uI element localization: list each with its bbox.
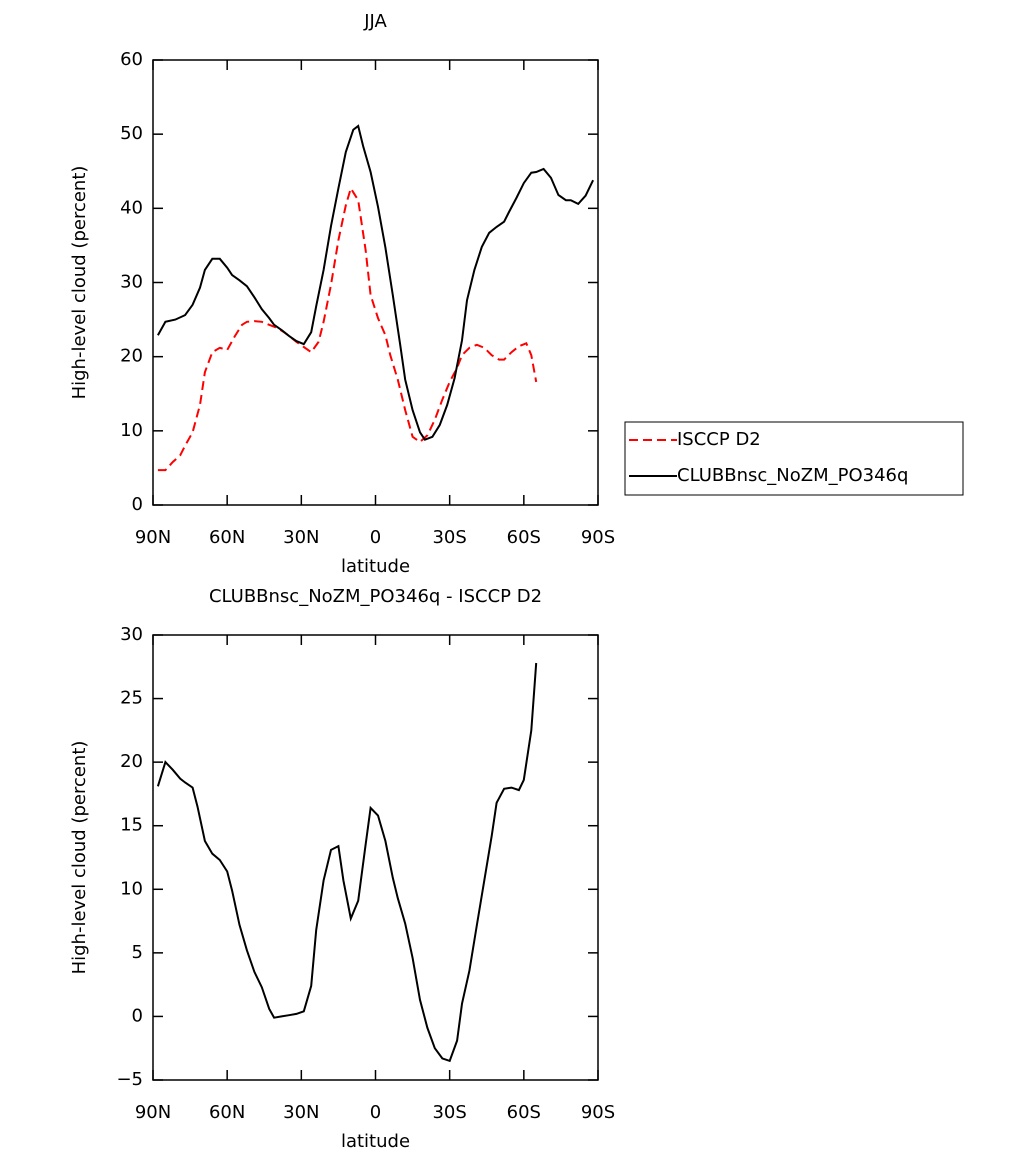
x-tick-label: 90N — [135, 527, 171, 548]
y-tick-label: 0 — [132, 1005, 143, 1026]
data-line — [157, 185, 538, 472]
data-line — [157, 124, 595, 441]
x-tick-label: 60N — [209, 1102, 245, 1123]
x-tick-label: 0 — [370, 527, 381, 548]
x-tick-label: 30S — [432, 1102, 466, 1123]
x-tick-label: 30N — [283, 527, 319, 548]
y-tick-label: 30 — [120, 272, 143, 293]
y-tick-label: 30 — [120, 624, 143, 645]
y-tick-label: 0 — [132, 494, 143, 515]
y-tick-label: 20 — [120, 346, 143, 367]
x-tick-label: 0 — [370, 1102, 381, 1123]
chart-title: CLUBBnsc_NoZM_PO346q - ISCCP D2 — [209, 586, 542, 607]
y-tick-label: 25 — [120, 688, 143, 709]
data-line — [156, 662, 538, 1063]
x-tick-label: 30N — [283, 1102, 319, 1123]
x-tick-label: 90S — [581, 527, 615, 548]
x-tick-label: 30S — [432, 527, 466, 548]
y-tick-label: 5 — [132, 942, 143, 963]
y-tick-label: −5 — [116, 1069, 143, 1090]
y-axis-label: High-level cloud (percent) — [69, 166, 90, 400]
x-axis-label: latitude — [341, 1131, 410, 1152]
plot-frame — [152, 59, 599, 506]
x-tick-label: 90N — [135, 1102, 171, 1123]
plot-frame — [152, 634, 599, 1081]
y-tick-label: 50 — [120, 123, 143, 144]
x-tick-label: 60N — [209, 527, 245, 548]
chart-title: JJA — [363, 11, 387, 32]
y-tick-label: 10 — [120, 420, 143, 441]
x-tick-label: 90S — [581, 1102, 615, 1123]
x-axis-label: latitude — [341, 556, 410, 577]
y-tick-label: 15 — [120, 815, 143, 836]
y-tick-label: 10 — [120, 878, 143, 899]
legend-box — [624, 421, 964, 496]
y-tick-label: 40 — [120, 197, 143, 218]
y-axis-label: High-level cloud (percent) — [69, 741, 90, 975]
y-tick-label: 60 — [120, 49, 143, 70]
x-tick-label: 60S — [507, 1102, 541, 1123]
legend-label: CLUBBnsc_NoZM_PO346q — [677, 465, 908, 486]
x-tick-label: 60S — [507, 527, 541, 548]
y-tick-label: 20 — [120, 751, 143, 772]
legend-label: ISCCP D2 — [677, 429, 761, 450]
